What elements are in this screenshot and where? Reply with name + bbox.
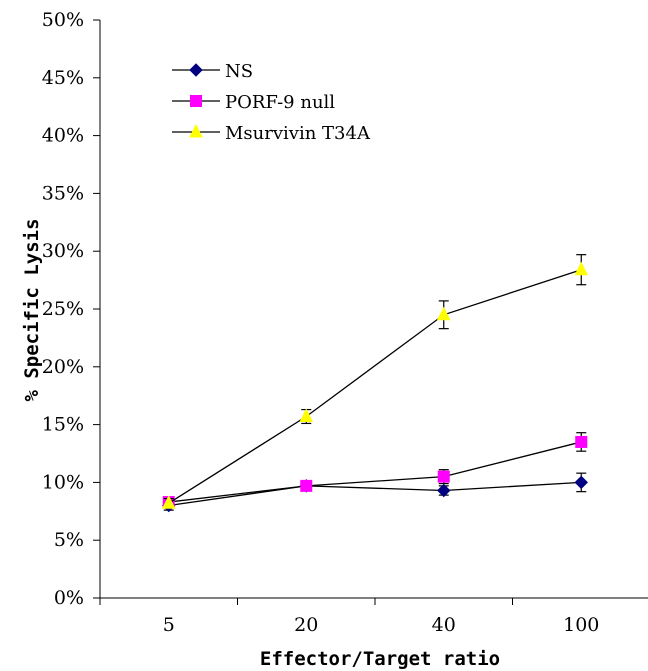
series-line [168, 269, 582, 504]
data-point [575, 435, 588, 448]
legend-marker [189, 123, 203, 138]
data-point [300, 479, 313, 492]
legend-label: Msurvivin T34A [225, 123, 371, 144]
data-point [436, 306, 451, 321]
series-line [168, 441, 582, 503]
series-2 [162, 432, 588, 509]
legend: NS PORF-9 null Msurvivin T34A [172, 61, 371, 144]
y-tick-label: 5% [54, 529, 84, 551]
axes: 0% 5% 10% 15% 20% 25% 30% 35% 40% 45% 50% 5 20 40 100 [42, 9, 648, 636]
legend-item-3: Msurvivin T34A [172, 123, 371, 144]
legend-item-2: PORF-9 null [172, 92, 335, 113]
legend-label: NS [225, 61, 253, 82]
y-tick-label: 15% [42, 414, 84, 436]
x-tick-label: 20 [294, 614, 318, 636]
y-tick-label: 35% [42, 182, 84, 204]
legend-label: PORF-9 null [225, 92, 335, 113]
x-axis-title: Effector/Target ratio [260, 648, 500, 670]
legend-item-1: NS [172, 61, 253, 82]
data-point [437, 470, 450, 483]
y-tick-label: 25% [42, 298, 84, 320]
series-layer [161, 254, 589, 513]
legend-marker [189, 63, 203, 77]
legend-marker [190, 95, 202, 107]
data-point [161, 495, 176, 509]
x-tick-label: 100 [563, 614, 599, 636]
x-tick-label: 5 [163, 614, 175, 636]
y-axis-title: % Specific Lysis [21, 218, 43, 401]
series-3 [161, 254, 589, 509]
y-tick-label: 50% [42, 9, 84, 31]
y-tick-label: 45% [42, 67, 84, 89]
y-tick-label: 0% [54, 587, 84, 609]
y-tick-label: 30% [42, 240, 84, 262]
y-tick-label: 40% [42, 125, 84, 147]
data-point [574, 261, 589, 276]
series-line [168, 481, 582, 507]
y-tick-label: 20% [42, 356, 84, 378]
data-point [574, 475, 588, 490]
x-tick-label: 40 [432, 614, 456, 636]
series-1 [162, 472, 588, 513]
data-point [299, 408, 314, 423]
y-tick-label: 10% [42, 471, 84, 493]
data-point [437, 483, 451, 498]
